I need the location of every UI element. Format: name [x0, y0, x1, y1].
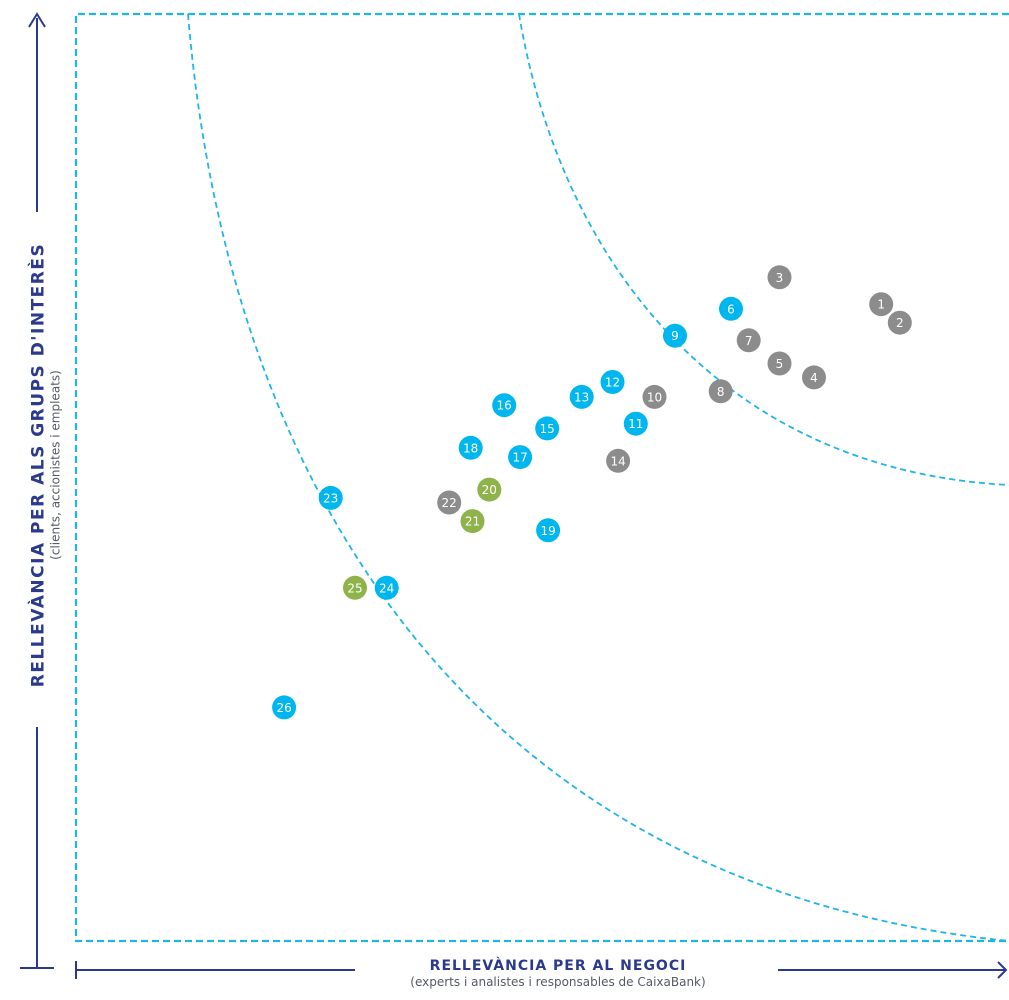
data-point-label-11: 11	[628, 417, 643, 431]
data-point-25	[343, 575, 367, 600]
data-point-label-15: 15	[540, 422, 555, 436]
data-point-5	[767, 351, 792, 376]
y-axis-arrowhead	[28, 12, 46, 28]
zone-boundary-low	[187, 13, 1009, 942]
data-point-label-6: 6	[727, 302, 735, 316]
x-axis-subtitle: (experts i analistes i responsables de C…	[410, 974, 706, 989]
data-point-1	[869, 292, 894, 317]
x-axis-title: RELLEVÀNCIA PER AL NEGOCI	[429, 958, 687, 974]
data-point-label-7: 7	[745, 334, 753, 348]
data-point-label-17: 17	[512, 451, 527, 465]
data-point-13	[569, 384, 594, 409]
data-point-label-2: 2	[896, 316, 904, 330]
plot-border	[74, 12, 1009, 943]
data-point-24	[374, 575, 399, 600]
data-point-10	[642, 384, 667, 409]
data-point-label-24: 24	[379, 581, 394, 595]
data-point-label-21: 21	[465, 515, 480, 529]
data-point-label-4: 4	[810, 371, 818, 385]
data-point-label-25: 25	[347, 581, 362, 595]
data-point-label-18: 18	[463, 441, 478, 455]
x-axis-label-block: RELLEVÀNCIA PER AL NEGOCI (experts i ana…	[328, 958, 788, 989]
data-point-4	[802, 365, 826, 390]
data-point-label-5: 5	[776, 357, 784, 371]
data-point-label-9: 9	[671, 329, 679, 343]
data-point-23	[318, 485, 343, 510]
zone-boundary-high	[518, 13, 1009, 486]
data-point-label-14: 14	[610, 454, 625, 468]
data-point-21	[460, 509, 485, 534]
data-point-label-16: 16	[497, 399, 512, 413]
data-point-14	[606, 448, 631, 473]
data-point-19	[536, 518, 561, 543]
data-point-label-23: 23	[323, 491, 338, 505]
data-point-label-19: 19	[540, 524, 555, 538]
data-point-8	[708, 379, 733, 404]
data-point-20	[477, 477, 502, 502]
data-point-label-3: 3	[776, 271, 784, 285]
data-point-22	[437, 490, 462, 515]
data-point-3	[767, 265, 792, 290]
data-point-11	[623, 411, 648, 436]
y-axis-subtitle: (clients, accionistes i empleats)	[47, 370, 62, 560]
data-point-label-12: 12	[605, 376, 620, 390]
data-point-label-13: 13	[574, 390, 589, 404]
data-point-6	[719, 296, 743, 321]
data-point-label-26: 26	[276, 701, 291, 715]
data-point-label-22: 22	[442, 496, 457, 510]
data-point-16	[492, 393, 517, 418]
data-point-12	[600, 370, 625, 394]
data-point-17	[508, 445, 533, 470]
data-point-15	[535, 416, 560, 441]
data-point-label-1: 1	[877, 298, 885, 312]
data-point-9	[663, 323, 687, 348]
data-point-18	[458, 435, 483, 460]
data-point-2	[887, 310, 912, 335]
y-axis-label-block: RELLEVÀNCIA PER ALS GRUPS D'INTERÈS (cli…	[28, 195, 62, 735]
data-point-26	[272, 695, 297, 720]
y-axis-title: RELLEVÀNCIA PER ALS GRUPS D'INTERÈS	[28, 242, 49, 688]
data-point-label-8: 8	[717, 385, 725, 399]
data-point-label-10: 10	[647, 390, 662, 404]
data-point-label-20: 20	[482, 483, 497, 497]
x-axis-arrowhead	[997, 961, 1008, 979]
data-point-7	[736, 328, 761, 353]
